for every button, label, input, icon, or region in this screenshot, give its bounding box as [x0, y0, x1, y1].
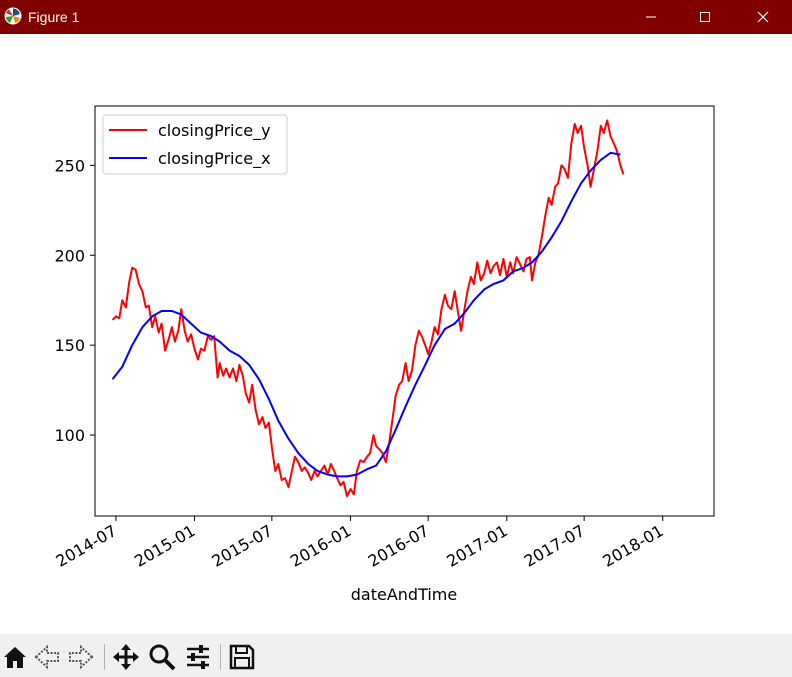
zoom-icon	[149, 644, 176, 671]
x-tick-label: 2016-07	[365, 521, 432, 571]
x-tick-label: 2014-07	[53, 521, 120, 571]
axes-frame	[94, 105, 715, 517]
x-tick-label: 2018-01	[599, 521, 666, 571]
toolbar-separator	[220, 644, 221, 670]
y-tick-label: 100	[54, 426, 85, 445]
x-tick-label: 2016-01	[287, 521, 354, 571]
y-tick-label: 150	[54, 336, 85, 355]
back-button[interactable]	[32, 642, 62, 672]
minimize-button[interactable]	[628, 0, 674, 34]
figure-canvas[interactable]: 100 150 200 250 2014-07 2015-01 2015-07 2016-0…	[0, 34, 792, 634]
y-tick-label: 250	[54, 156, 85, 175]
toolbar-separator	[104, 644, 105, 670]
navigation-toolbar	[0, 634, 792, 677]
close-icon	[757, 11, 769, 23]
close-button[interactable]	[740, 0, 786, 34]
pan-icon	[113, 644, 139, 670]
home-button[interactable]	[0, 642, 30, 672]
legend: closingPrice_y closingPrice_x	[102, 114, 288, 175]
legend-label-closingprice-y: closingPrice_y	[158, 121, 271, 141]
y-tick-label: 200	[54, 246, 85, 265]
maximize-icon	[700, 12, 710, 22]
save-button[interactable]	[227, 642, 257, 672]
x-tick-label: 2015-01	[131, 521, 198, 571]
x-tick-label: 2017-07	[521, 521, 588, 571]
minimize-icon	[646, 16, 656, 18]
window-titlebar[interactable]: Figure 1	[0, 0, 792, 34]
window-title: Figure 1	[28, 9, 80, 25]
x-axis-label: dateAndTime	[351, 585, 457, 604]
home-icon	[4, 647, 26, 668]
configure-subplots-icon	[187, 645, 209, 669]
back-icon	[34, 644, 59, 670]
x-tick-label: 2015-07	[208, 521, 275, 571]
x-tick-label: 2017-01	[443, 521, 510, 571]
save-icon	[229, 644, 255, 670]
legend-label-closingprice-x: closingPrice_x	[158, 149, 271, 169]
zoom-button[interactable]	[147, 642, 177, 672]
pan-button[interactable]	[111, 642, 141, 672]
configure-subplots-button[interactable]	[183, 642, 213, 672]
maximize-button[interactable]	[682, 0, 728, 34]
series-line-closingprice-x	[111, 151, 621, 478]
forward-icon	[69, 644, 94, 670]
legend-box	[102, 114, 288, 175]
matplotlib-logo-icon	[4, 7, 22, 25]
forward-button[interactable]	[66, 642, 96, 672]
